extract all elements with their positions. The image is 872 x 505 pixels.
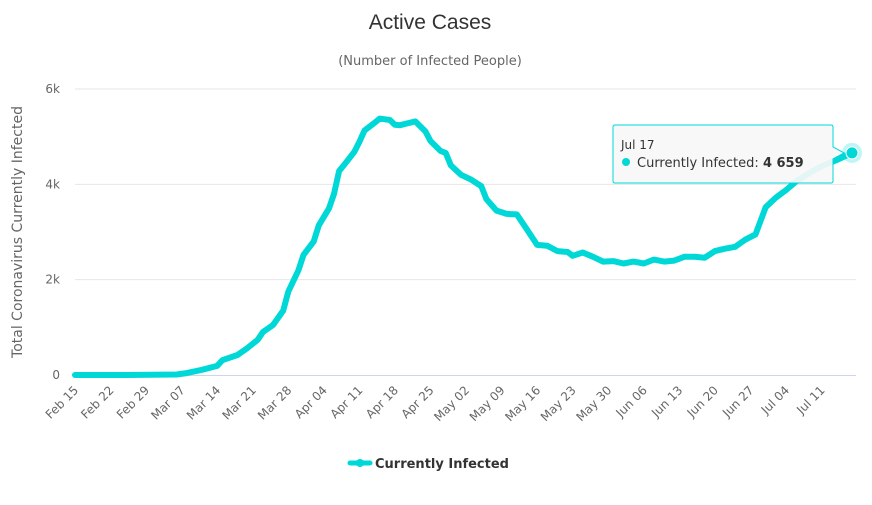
x-tick-label: May 16 — [502, 383, 543, 424]
x-tick-label: May 30 — [573, 383, 614, 424]
x-tick-label: Apr 18 — [363, 383, 401, 421]
x-tick-label: Feb 22 — [78, 383, 116, 421]
legend-marker-icon — [356, 459, 364, 467]
x-tick-label: Jun 27 — [719, 383, 756, 420]
x-tick-label: Feb 15 — [43, 383, 81, 421]
x-tick-label: Jun 13 — [648, 383, 685, 420]
tooltip-series-name: Currently Infected — [637, 156, 754, 171]
gridlines — [75, 88, 856, 281]
chart-subtitle: (Number of Infected People) — [338, 54, 522, 69]
y-tick-label: 4k — [45, 177, 60, 191]
tooltip-date: Jul 17 — [620, 138, 655, 152]
x-tick-label: Jun 20 — [684, 383, 721, 420]
y-axis-ticks: 0 2k 4k 6k — [45, 82, 60, 382]
x-tick-label: May 09 — [467, 383, 508, 424]
tooltip-separator: : — [754, 156, 758, 171]
x-tick-label: Mar 28 — [255, 383, 294, 422]
tooltip-line: Currently Infected: 4 659 — [637, 156, 804, 171]
series-group[interactable] — [72, 115, 862, 378]
x-tick-label: Jun 06 — [613, 383, 650, 420]
y-axis-label: Total Coronavirus Currently Infected — [10, 106, 26, 359]
x-tick-label: Mar 21 — [219, 383, 258, 422]
y-tick-label: 2k — [45, 273, 60, 287]
x-tick-label: May 02 — [431, 383, 472, 424]
x-tick-label: May 23 — [538, 383, 579, 424]
tooltip-series-dot — [622, 158, 630, 166]
x-tick-label: Mar 07 — [148, 383, 187, 422]
x-tick-label: Mar 14 — [184, 383, 223, 422]
legend[interactable]: Currently Infected — [347, 457, 509, 472]
legend-item-currently-infected[interactable]: Currently Infected — [375, 457, 509, 472]
x-tick-label: Feb 29 — [114, 383, 152, 421]
tooltip-value: 4 659 — [763, 156, 804, 171]
x-tick-label: Jul 11 — [793, 383, 827, 417]
y-tick-label: 6k — [45, 82, 60, 96]
x-tick-label: Apr 04 — [292, 383, 330, 421]
x-tick-label: Apr 25 — [399, 383, 437, 421]
tooltip: Jul 17 Currently Infected: 4 659 — [612, 124, 846, 184]
chart-title: Active Cases — [369, 11, 492, 34]
tooltip-box — [612, 124, 846, 184]
x-tick-label: Apr 11 — [327, 383, 365, 421]
x-tick-label: Jul 04 — [758, 383, 792, 417]
y-tick-label: 0 — [52, 368, 60, 382]
hover-point[interactable] — [845, 146, 859, 160]
